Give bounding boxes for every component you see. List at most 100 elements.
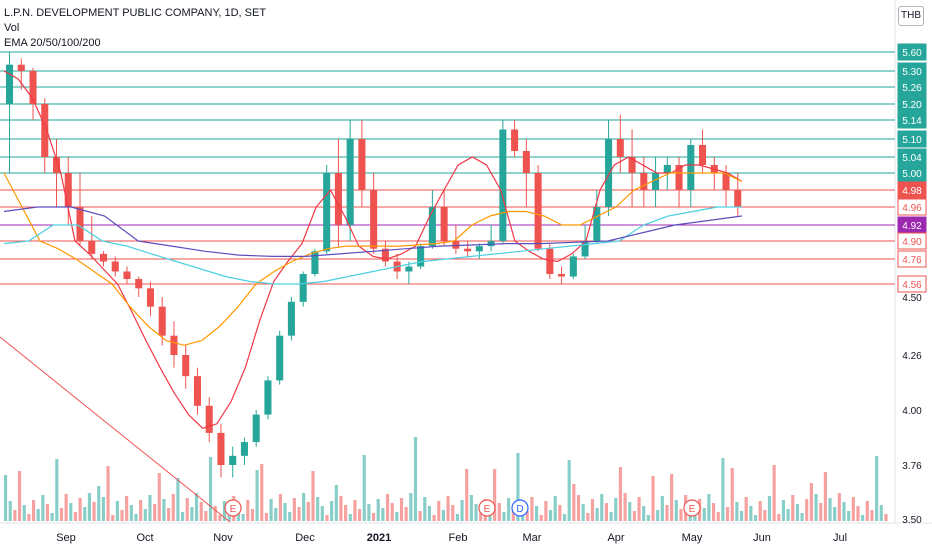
volume-bar [339, 496, 343, 521]
candle-body [205, 405, 213, 433]
volume-bar [465, 469, 469, 521]
volume-bar [260, 464, 264, 521]
volume-bar [735, 502, 739, 521]
volume-bar [218, 515, 222, 521]
candle-body [475, 246, 483, 252]
time-tick-Sep: Sep [56, 532, 76, 544]
candle-body [29, 71, 37, 104]
volume-indicator-label[interactable]: Vol [4, 22, 20, 34]
volume-bar [744, 497, 748, 521]
volume-bar [148, 495, 152, 521]
volume-bar [861, 515, 865, 521]
time-tick-Oct: Oct [136, 532, 153, 544]
candle-body [440, 207, 448, 241]
volume-bar [292, 498, 296, 521]
event-marker [224, 499, 242, 517]
volume-bar [241, 514, 245, 521]
volume-bar [194, 493, 199, 521]
volume-bar [847, 511, 851, 521]
volume-bar [451, 505, 455, 521]
price-tick-3.50: 3.50 [902, 515, 922, 526]
volume-bar [632, 511, 636, 521]
candle-body [581, 241, 589, 257]
symbol-title[interactable]: L.P.N. DEVELOPMENT PUBLIC COMPANY, 1D, S… [4, 7, 267, 19]
event-marker [683, 499, 701, 517]
candle-body [417, 246, 425, 267]
volume-bar [278, 494, 282, 521]
price-tick-4.00: 4.00 [902, 406, 922, 417]
volume-bar [674, 500, 678, 521]
candle-body [17, 64, 25, 71]
volume-bar [763, 510, 767, 521]
volume-bar [41, 495, 45, 521]
price-label-box [897, 164, 927, 182]
time-tick-Nov: Nov [213, 532, 233, 544]
candle-body [6, 64, 14, 104]
volume-bar [618, 467, 622, 521]
volume-bar [22, 505, 26, 521]
price-label-4.98: 4.98 [902, 186, 922, 197]
candle-body [52, 157, 61, 173]
volume-bar [50, 513, 54, 521]
volume-bar [353, 500, 357, 521]
volume-bar [730, 468, 734, 521]
price-label-5.20: 5.20 [902, 100, 922, 111]
volume-bar [199, 502, 203, 521]
price-label-5.26: 5.26 [902, 83, 922, 94]
time-tick-Feb: Feb [449, 532, 468, 544]
price-label-box [897, 130, 927, 148]
volume-bar [344, 505, 348, 521]
price-label-5.30: 5.30 [902, 67, 922, 78]
volume-bar [567, 460, 571, 521]
currency-button[interactable]: THB [898, 6, 924, 26]
volume-bar [376, 499, 380, 521]
volume-bar [311, 471, 315, 521]
volume-bar [250, 509, 255, 521]
volume-bar [441, 510, 445, 521]
volume-bar [497, 503, 501, 521]
candle-body [146, 288, 154, 307]
event-marker [511, 499, 529, 517]
volume-bar [660, 496, 664, 521]
candle-body [405, 266, 413, 272]
volume-bar [493, 469, 497, 521]
volume-bar [562, 514, 567, 521]
candle-body [616, 139, 624, 157]
candle-body [381, 248, 389, 262]
volume-bar [469, 495, 473, 521]
volume-bar [851, 497, 855, 521]
price-label-5.60: 5.60 [902, 48, 922, 59]
volume-bar [101, 497, 105, 521]
event-marker [478, 499, 496, 517]
volume-bar [45, 504, 50, 521]
volume-bar [399, 498, 404, 521]
candle-body [217, 432, 225, 465]
volume-bar [842, 502, 846, 521]
volume-bar [595, 508, 599, 521]
volume-bar [213, 506, 217, 521]
candle-body [252, 414, 260, 443]
volume-bar [679, 509, 683, 521]
candle-body [264, 380, 272, 415]
ema-indicator-label[interactable]: EMA 20/50/100/200 [4, 37, 101, 49]
candle-body [569, 256, 577, 277]
candle-body [687, 145, 695, 190]
candle-body [111, 261, 119, 272]
ema-200-line [3, 206, 743, 257]
price-label-4.90: 4.90 [902, 237, 922, 248]
candle-body [663, 165, 671, 173]
candle-body [487, 241, 495, 247]
price-label-box [897, 198, 927, 216]
volume-bar [306, 502, 310, 521]
candle-body [240, 442, 248, 456]
volume-bar [139, 500, 143, 521]
volume-bar [791, 495, 795, 521]
volume-bar [190, 507, 194, 521]
price-label-box [897, 43, 927, 61]
volume-bar [87, 493, 91, 521]
volume-bar [437, 501, 441, 521]
volume-bar [474, 504, 478, 521]
volume-bar [176, 478, 180, 521]
volume-bar [395, 512, 399, 521]
